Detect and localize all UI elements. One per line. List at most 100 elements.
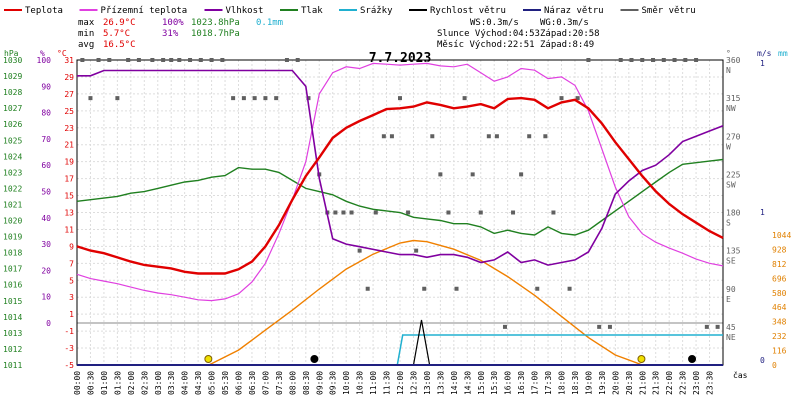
wind-direction-point	[511, 210, 516, 215]
tick-label-time: 11:00	[369, 371, 378, 395]
wind-direction-point	[597, 324, 602, 329]
tick-label-temperature: 25	[64, 107, 74, 116]
tick-label-time: 21:30	[652, 371, 661, 395]
wind-direction-point	[284, 58, 289, 62]
tick-label-pressure: 1028	[3, 88, 22, 97]
tick-label-wind: 0	[760, 356, 765, 365]
stat-moonset: Západ:8:49	[540, 40, 594, 50]
tick-label-time: 16:00	[504, 371, 513, 395]
tick-label-direction: 360	[726, 56, 741, 65]
tick-label-solar: 464	[772, 303, 787, 312]
tick-label-pressure: 1026	[3, 120, 22, 129]
tick-label-direction-letter: S	[726, 219, 731, 228]
wind-direction-point	[96, 58, 101, 62]
wind-direction-point	[169, 58, 174, 62]
tick-label-time: 22:00	[665, 371, 674, 395]
legend-label: Tlak	[301, 6, 323, 16]
tick-label-solar: 1044	[772, 231, 791, 240]
wind-direction-point	[295, 58, 300, 62]
wind-direction-point	[478, 210, 483, 215]
wind-direction-point	[486, 134, 491, 139]
tick-label-direction-letter: W	[726, 142, 731, 151]
tick-label-direction-letter: SE	[726, 257, 736, 266]
moon-marker-icon	[688, 355, 697, 363]
tick-label-time: 17:30	[544, 371, 553, 395]
tick-label-time: 10:30	[356, 371, 365, 395]
wind-direction-point	[535, 286, 540, 291]
tick-label-humidity: 30	[41, 240, 51, 249]
tick-label-time: 22:30	[679, 371, 688, 395]
sun-marker-icon	[204, 355, 213, 363]
tick-label-time: 03:30	[167, 371, 176, 395]
wind-direction-point	[357, 248, 362, 253]
wind-direction-point	[365, 286, 370, 291]
wind-direction-point	[198, 58, 203, 62]
tick-label-temperature: 27	[64, 90, 74, 99]
tick-label-temperature: 21	[64, 141, 74, 150]
wind-direction-point	[519, 172, 524, 177]
wind-direction-point	[107, 58, 112, 62]
tick-label-pressure: 1016	[3, 281, 22, 290]
tick-label-humidity: 60	[41, 161, 51, 170]
wind-direction-point	[231, 96, 236, 101]
tick-label-time: 17:00	[531, 371, 540, 395]
tick-label-time: 15:30	[490, 371, 499, 395]
tick-label-temperature: 7	[69, 259, 74, 268]
tick-label-direction: 90	[726, 285, 736, 294]
axis-title-degrees: °	[726, 49, 731, 58]
tick-label-humidity: 90	[41, 82, 51, 91]
tick-label-wind: 1	[760, 59, 765, 68]
tick-label-temperature: 1	[69, 310, 74, 319]
pressure-line	[76, 158, 724, 236]
wind-direction-point	[629, 58, 634, 62]
tick-label-pressure: 1019	[3, 233, 22, 242]
wind-direction-point	[341, 210, 346, 215]
wind-direction-point	[715, 324, 720, 329]
tick-label-time: 15:00	[477, 371, 486, 395]
wind-direction-point	[80, 58, 85, 62]
tick-label-time: 07:30	[275, 371, 284, 395]
sun-marker-icon	[637, 355, 646, 363]
wind-direction-point	[398, 96, 402, 101]
stat-max-temp: 26.9°C	[103, 18, 136, 28]
stat-max-label: max	[78, 18, 95, 28]
tick-label-humidity: 0	[46, 319, 51, 328]
legend-label: Směr větru	[642, 6, 696, 16]
tick-label-pressure: 1029	[3, 72, 22, 81]
wind-direction-point	[263, 96, 268, 101]
tick-label-temperature: 9	[69, 242, 74, 251]
stat-moonrise: Měsíc Východ:22:51	[437, 40, 535, 50]
tick-label-temperature: 19	[64, 158, 74, 167]
wind-direction-point	[381, 134, 386, 139]
tick-label-time: 12:00	[396, 371, 405, 395]
legend-label: Vlhkost	[226, 6, 264, 16]
wind-direction-point	[414, 248, 419, 253]
tick-label-direction: 225	[726, 170, 741, 179]
tick-label-temperature: 15	[64, 192, 74, 201]
temperature-line	[76, 96, 724, 275]
tick-label-time: 09:00	[315, 371, 324, 395]
tick-label-temperature: 29	[64, 73, 74, 82]
tick-label-pressure: 1017	[3, 265, 22, 274]
stat-min-hum: 31%	[162, 29, 179, 39]
wind-direction-point	[607, 324, 612, 329]
tick-label-time: 08:30	[302, 371, 311, 395]
tick-label-time: 03:00	[154, 371, 163, 395]
wind-direction-point	[333, 210, 338, 215]
stat-min-press: 1018.7hPa	[191, 29, 240, 39]
tick-label-solar: 0	[772, 361, 777, 370]
axis-title-mm: mm	[778, 49, 788, 58]
wind-direction-point	[188, 58, 193, 62]
tick-label-time: 04:00	[181, 371, 190, 395]
tick-label-pressure: 1023	[3, 168, 22, 177]
wind-direction-point	[115, 96, 120, 101]
tick-label-time: 05:00	[208, 371, 217, 395]
tick-label-temperature: 23	[64, 124, 74, 133]
wind-direction-point	[241, 96, 246, 101]
tick-label-temperature: 13	[64, 209, 74, 218]
tick-label-time: 10:00	[342, 371, 351, 395]
stat-avg-label: avg	[78, 40, 94, 50]
tick-label-time: 04:30	[194, 371, 203, 395]
axis-ticks: 1030102910281027102610251024102310221021…	[3, 56, 791, 395]
wind-direction-point	[349, 210, 354, 215]
